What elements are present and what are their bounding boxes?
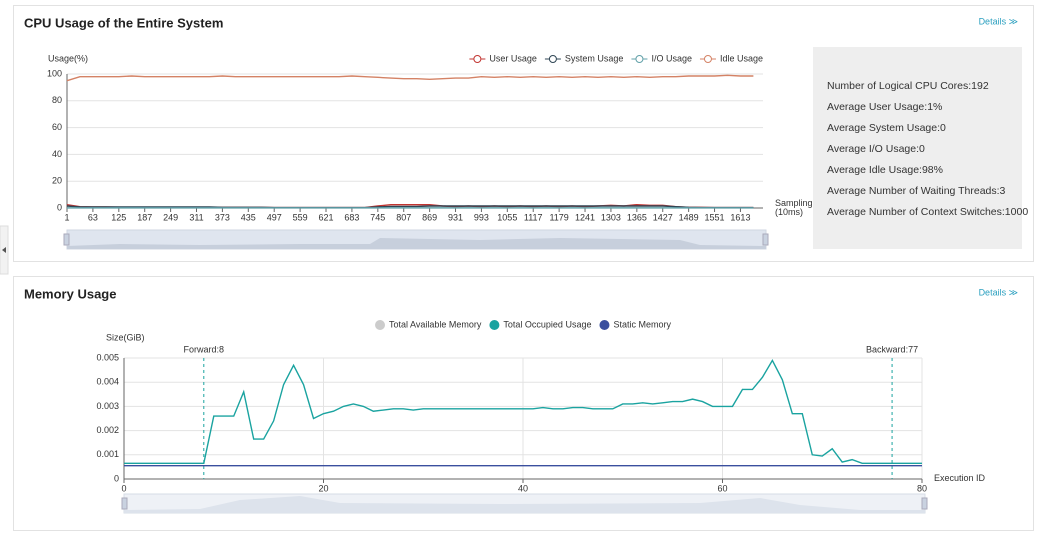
x-tick-label: 807: [396, 212, 411, 222]
legend-icon: [375, 320, 386, 330]
x-tick-label: 1551: [705, 212, 725, 222]
series-line: [66, 74, 754, 82]
x-tick-label: 0: [121, 483, 126, 493]
x-tick-label: 80: [917, 483, 927, 493]
legend-item[interactable]: Idle Usage: [699, 53, 763, 63]
stat-line: Number of Logical CPU Cores:192: [827, 80, 989, 92]
x-tick-label: 187: [137, 212, 152, 222]
stat-line: Average Idle Usage:98%: [827, 164, 943, 176]
x-axis-label: Sampling (10ms): [775, 198, 813, 217]
legend-item[interactable]: User Usage: [469, 53, 537, 63]
x-tick-label: 373: [215, 212, 230, 222]
y-tick-label: 100: [47, 68, 62, 78]
series-line: [124, 358, 922, 464]
legend-label: Total Occupied Usage: [503, 319, 591, 329]
collapse-arrow: [2, 247, 6, 253]
x-tick-label: 60: [717, 483, 727, 493]
legend-icon: [635, 55, 644, 63]
legend-item[interactable]: Total Occupied Usage: [489, 319, 591, 330]
x-tick-label: 1055: [497, 212, 517, 222]
x-tick-label: 1365: [627, 212, 647, 222]
x-tick-label: 683: [344, 212, 359, 222]
legend-label: User Usage: [489, 53, 537, 63]
y-axis-label: Usage(%): [48, 53, 88, 63]
y-tick-label: 0.005: [96, 352, 119, 362]
x-tick-label: 1303: [601, 212, 621, 222]
panel-title: CPU Usage of the Entire System: [24, 15, 223, 30]
data-zoom[interactable]: [63, 229, 769, 250]
data-zoom[interactable]: [121, 493, 928, 514]
y-tick-label: 0.004: [96, 377, 119, 387]
x-tick-label: 1613: [730, 212, 750, 222]
legend-label: Idle Usage: [720, 53, 763, 63]
y-tick-label: 0.001: [96, 449, 119, 459]
x-tick-label: 249: [163, 212, 178, 222]
y-tick-label: 0: [57, 202, 62, 212]
legend-icon: [489, 320, 500, 330]
x-axis-label: Execution ID: [934, 473, 986, 483]
legend-label: Total Available Memory: [389, 319, 482, 329]
legend-item[interactable]: Total Available Memory: [375, 319, 482, 330]
x-tick-label: 931: [448, 212, 463, 222]
stat-line: Average System Usage:0: [827, 122, 946, 134]
x-tick-label: 435: [241, 212, 256, 222]
x-tick-label: 1: [64, 212, 69, 222]
legend-icon: [703, 55, 712, 63]
legend-item[interactable]: Static Memory: [599, 319, 671, 330]
marker-label: Backward:77: [866, 344, 918, 354]
legend-item[interactable]: System Usage: [544, 53, 624, 63]
x-tick-label: 1179: [549, 212, 568, 222]
x-tick-label: 559: [293, 212, 308, 222]
legend-icon: [599, 320, 610, 330]
details-link[interactable]: Details ≫: [979, 16, 1018, 26]
legend-label: Static Memory: [613, 319, 671, 329]
y-tick-label: 80: [52, 95, 62, 105]
y-tick-label: 60: [52, 122, 62, 132]
x-tick-label: 63: [88, 212, 98, 222]
legend-label: System Usage: [565, 53, 624, 63]
x-tick-label: 1427: [653, 212, 673, 222]
legend-icon: [473, 55, 482, 63]
x-tick-label: 1241: [575, 212, 595, 222]
x-tick-label: 621: [318, 212, 333, 222]
x-tick-label: 745: [370, 212, 385, 222]
stat-line: Average Number of Waiting Threads:3: [827, 185, 1006, 197]
x-tick-label: 311: [189, 212, 203, 222]
details-link[interactable]: Details ≫: [979, 287, 1018, 297]
x-tick-label: 20: [318, 483, 328, 493]
x-tick-label: 1489: [679, 212, 699, 222]
y-tick-label: 0: [114, 473, 119, 483]
y-axis-label: Size(GiB): [106, 332, 145, 342]
x-tick-label: 993: [474, 212, 489, 222]
stats-box: [813, 47, 1022, 249]
legend-icon: [548, 55, 557, 63]
legend-label: I/O Usage: [651, 53, 692, 63]
marker-label: Forward:8: [184, 344, 225, 354]
x-tick-label: 125: [111, 212, 126, 222]
x-tick-label: 1117: [524, 212, 543, 222]
y-tick-label: 0.002: [96, 425, 119, 435]
y-tick-label: 0.003: [96, 401, 119, 411]
stat-line: Average Number of Context Switches:1000: [827, 206, 1028, 218]
x-tick-label: 497: [267, 212, 282, 222]
y-tick-label: 40: [52, 149, 62, 159]
stat-line: Average I/O Usage:0: [827, 143, 925, 155]
stat-line: Average User Usage:1%: [827, 101, 942, 113]
legend-item[interactable]: I/O Usage: [631, 53, 692, 63]
panel-title: Memory Usage: [24, 286, 116, 301]
y-tick-label: 20: [52, 176, 62, 186]
series-line: [66, 205, 754, 209]
x-tick-label: 869: [422, 212, 437, 222]
x-tick-label: 40: [518, 483, 528, 493]
